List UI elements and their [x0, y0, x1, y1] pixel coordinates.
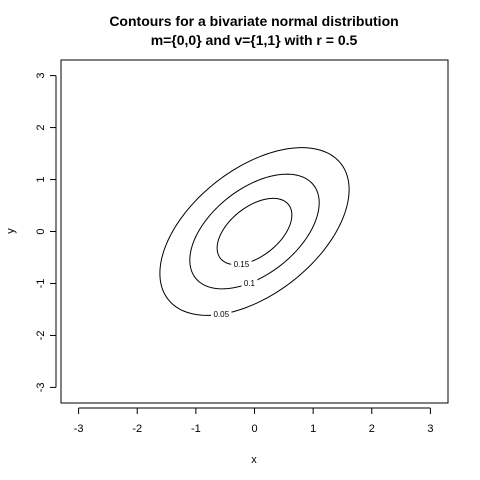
- y-tick-label: 2: [35, 124, 47, 130]
- contour-label: 0.1: [244, 279, 256, 288]
- contour-label-bg: [211, 309, 232, 320]
- contour-label: 0.15: [234, 260, 250, 269]
- x-tick-label: 0: [251, 423, 257, 435]
- contour-lines: [159, 147, 350, 316]
- contour-label-bg: [241, 278, 258, 289]
- contour-label-bg: [231, 259, 252, 270]
- x-tick-label: -2: [132, 423, 142, 435]
- contour-0.15: [216, 197, 293, 266]
- x-tick-label: 2: [369, 423, 375, 435]
- contour-label: 0.05: [213, 310, 229, 319]
- plot-frame: [60, 59, 449, 404]
- x-tick-label: 1: [310, 423, 316, 435]
- y-tick-label: 1: [35, 176, 47, 182]
- y-tick-label: -1: [35, 279, 47, 289]
- contour-labels: 0.05 0.1 0.15: [211, 259, 258, 320]
- y-tick-label: -2: [35, 331, 47, 341]
- contour-0.05: [159, 147, 350, 316]
- y-tick-label: 3: [35, 73, 47, 79]
- chart-title: Contours for a bivariate normal distribu…: [109, 13, 398, 29]
- y-tick-label: 0: [35, 228, 47, 234]
- y-axis-label: y: [5, 228, 17, 234]
- x-tick-label: -1: [191, 423, 201, 435]
- y-tick-label: -3: [35, 383, 47, 393]
- x-tick-label: -3: [74, 423, 84, 435]
- contour-0.1: [189, 173, 320, 290]
- chart-subtitle: m={0,0} and v={1,1} with r = 0.5: [151, 32, 358, 48]
- x-tick-label: 3: [427, 423, 433, 435]
- x-axis: -3 -2 -1 0 1 2 3: [74, 407, 433, 435]
- y-axis: -3 -2 -1 0 1 2 3: [35, 73, 57, 393]
- x-axis-label: x: [251, 454, 257, 466]
